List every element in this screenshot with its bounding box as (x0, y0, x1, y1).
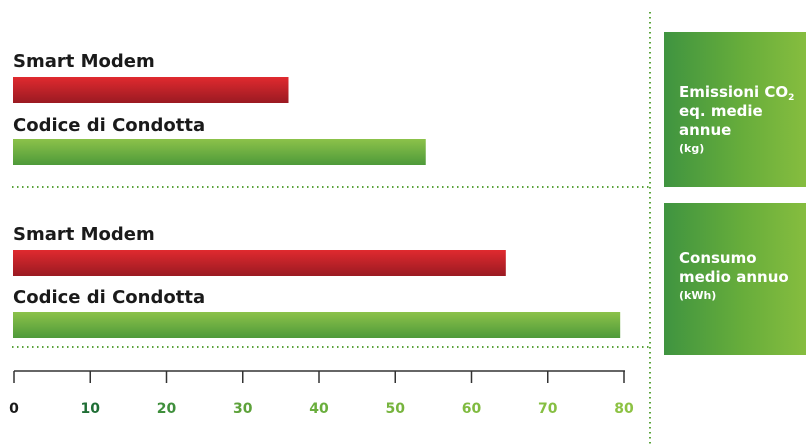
bar-label-1-1: Smart Modem (13, 51, 155, 72)
panel-emissions-unit: (kg) (679, 142, 705, 155)
x-tick-label-60: 60 (462, 401, 482, 417)
x-tick-label-50: 50 (386, 401, 406, 417)
panel-consumption: Consumo medio annuo (kWh) (664, 203, 806, 355)
x-tick-label-80: 80 (614, 401, 634, 417)
x-tick-label-20: 20 (157, 401, 177, 417)
x-tick-label-10: 10 (81, 401, 101, 417)
x-tick-label-30: 30 (233, 401, 253, 417)
panel-consumption-title: Consumo medio annuo (679, 249, 789, 286)
panel-emissions-title: Emissioni CO2 eq. medie annue (679, 83, 795, 139)
bar-label-2-2: Codice di Condotta (13, 287, 205, 308)
bar-1-2 (13, 139, 426, 165)
x-tick-label-40: 40 (309, 401, 329, 417)
bar-label-2-1: Smart Modem (13, 224, 155, 245)
bar-label-1-2: Codice di Condotta (13, 115, 205, 136)
bar-2-1 (13, 250, 506, 276)
x-tick-label-70: 70 (538, 401, 558, 417)
bar-2-2 (13, 312, 621, 338)
panel-consumption-unit: (kWh) (679, 289, 717, 302)
x-tick-label-0: 0 (9, 401, 19, 417)
bar-1-1 (13, 77, 289, 103)
panel-emissions: Emissioni CO2 eq. medie annue (kg) (664, 32, 806, 187)
